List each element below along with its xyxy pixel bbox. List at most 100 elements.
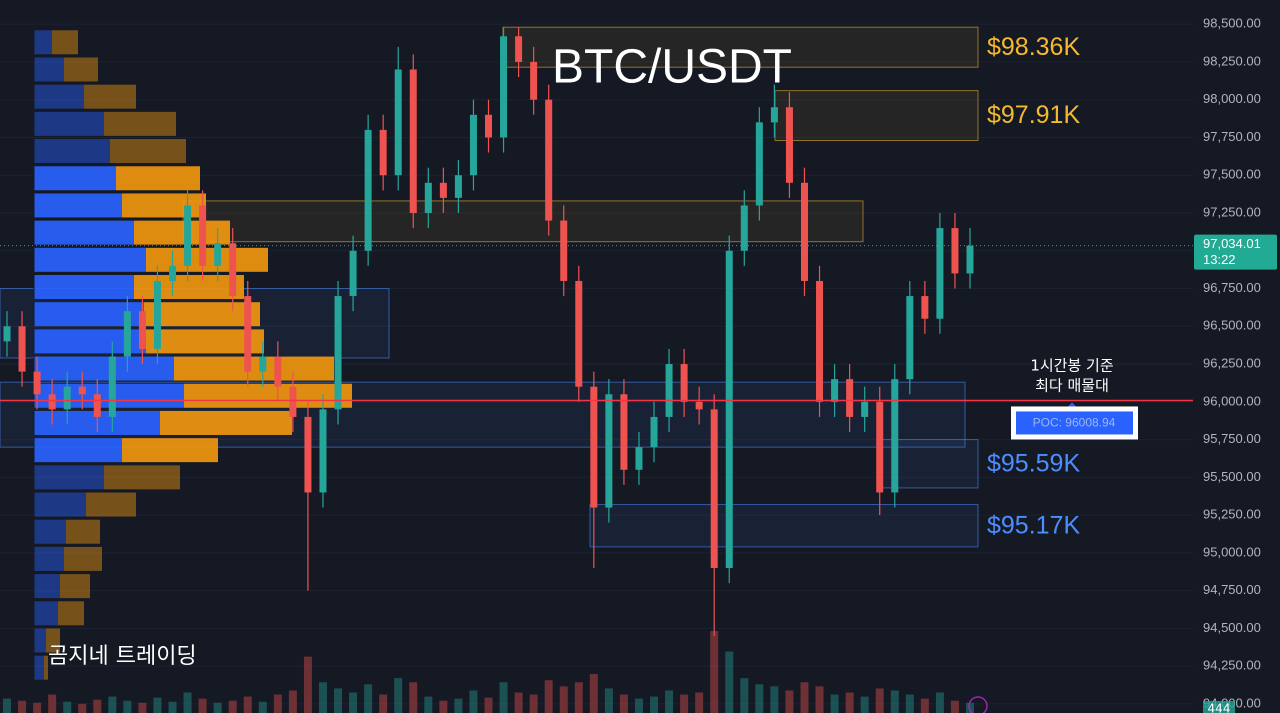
- y-tick-label: 98,250.00: [1203, 53, 1261, 68]
- poc-inner: [1016, 411, 1133, 435]
- volume-bar: [213, 702, 222, 713]
- volume-bar: [589, 674, 598, 713]
- alert-icon[interactable]: [968, 696, 988, 713]
- zone: [589, 504, 979, 548]
- candle-body: [876, 401, 884, 493]
- candle-body: [560, 220, 568, 281]
- volume-bar: [48, 694, 57, 713]
- profile-sell: [110, 139, 186, 164]
- candle-body: [725, 250, 733, 568]
- candle-body: [244, 296, 252, 372]
- candle-body: [530, 61, 538, 100]
- candle-body: [33, 371, 41, 395]
- volume-bar: [544, 680, 553, 713]
- candle-body: [3, 326, 11, 342]
- volume-bar: [454, 698, 463, 713]
- profile-sell: [122, 438, 218, 463]
- candle-body: [319, 409, 327, 493]
- profile-sell: [66, 519, 100, 544]
- volume-bar: [78, 703, 87, 713]
- profile-sell: [174, 356, 334, 381]
- volume-bar: [18, 700, 27, 713]
- profile-buy: [34, 220, 134, 245]
- candle-body: [349, 250, 357, 297]
- profile-sell: [104, 465, 180, 490]
- candle-body: [289, 386, 297, 417]
- volume-bar: [740, 678, 749, 713]
- profile-buy: [34, 139, 110, 164]
- profile-buy: [34, 166, 116, 191]
- profile-buy: [34, 84, 84, 109]
- current-price-badge: [1194, 234, 1277, 270]
- profile-sell: [146, 247, 268, 272]
- volume-bar: [138, 702, 147, 713]
- candle-body: [48, 394, 56, 410]
- zone-label: $97.91K: [987, 101, 1080, 129]
- candle-body: [334, 296, 342, 410]
- profile-sell: [60, 574, 90, 599]
- candle-body: [485, 114, 492, 138]
- candle-body: [816, 280, 824, 402]
- volume-bar: [860, 696, 869, 713]
- candle-body: [274, 356, 282, 387]
- y-tick-label: 95,500.00: [1203, 469, 1261, 484]
- volume-bar: [303, 656, 312, 713]
- volume-bar: [890, 690, 899, 713]
- profile-buy: [34, 247, 146, 272]
- candle-body: [921, 296, 929, 319]
- volume-bar: [349, 692, 358, 713]
- profile-buy: [34, 465, 104, 490]
- candle-body: [951, 228, 959, 274]
- candle-body: [439, 182, 447, 198]
- volume-bar: [875, 688, 884, 713]
- candle-body: [755, 122, 763, 206]
- candle-body: [169, 265, 177, 281]
- profile-sell: [160, 410, 292, 435]
- volume-bar: [379, 694, 388, 713]
- volume-bar: [108, 696, 117, 713]
- candle-body: [454, 175, 462, 198]
- profile-buy: [34, 492, 86, 517]
- y-tick-label: 94,250.00: [1203, 658, 1261, 673]
- zone-label: $98.36K: [987, 33, 1080, 61]
- candle-body: [590, 386, 598, 508]
- candle-body: [785, 107, 793, 183]
- watermark: 곰지네 트레이딩: [48, 644, 197, 669]
- volume-bar: [755, 684, 764, 713]
- profile-sell: [134, 275, 244, 300]
- y-tick-label: 97,500.00: [1203, 167, 1261, 182]
- volume-bar: [258, 701, 267, 713]
- y-tick-label: 96,500.00: [1203, 318, 1261, 333]
- volume-bar: [845, 692, 854, 713]
- profile-buy: [34, 655, 44, 680]
- zone: [774, 90, 979, 141]
- volume-bar: [3, 698, 11, 713]
- volume-bar: [288, 690, 297, 713]
- volume-bar: [514, 692, 523, 713]
- volume-bar: [800, 682, 809, 713]
- volume-bar: [469, 690, 478, 713]
- candle-body: [936, 228, 944, 319]
- volume-bar: [183, 692, 192, 713]
- candle-body: [424, 182, 432, 213]
- volume-axis-label: 444: [1208, 702, 1231, 713]
- volume-bar: [168, 701, 177, 713]
- y-tick-label: 94,500.00: [1203, 620, 1261, 635]
- volume-bar: [334, 688, 343, 713]
- volume-bar: [650, 696, 659, 713]
- candle-body: [846, 379, 854, 417]
- volume-bar: [619, 694, 628, 713]
- candle-body: [63, 386, 71, 410]
- profile-buy: [34, 519, 66, 544]
- volume-bar: [318, 682, 327, 713]
- candle-body: [409, 69, 417, 213]
- zone: [182, 200, 864, 243]
- candle-body: [800, 182, 808, 281]
- candle-body: [153, 280, 161, 349]
- volume-bar: [966, 702, 974, 713]
- candle-body: [740, 205, 748, 251]
- profile-buy: [34, 438, 122, 463]
- volume-bar: [364, 684, 373, 713]
- candle-body: [861, 401, 869, 417]
- candle-body: [259, 356, 267, 372]
